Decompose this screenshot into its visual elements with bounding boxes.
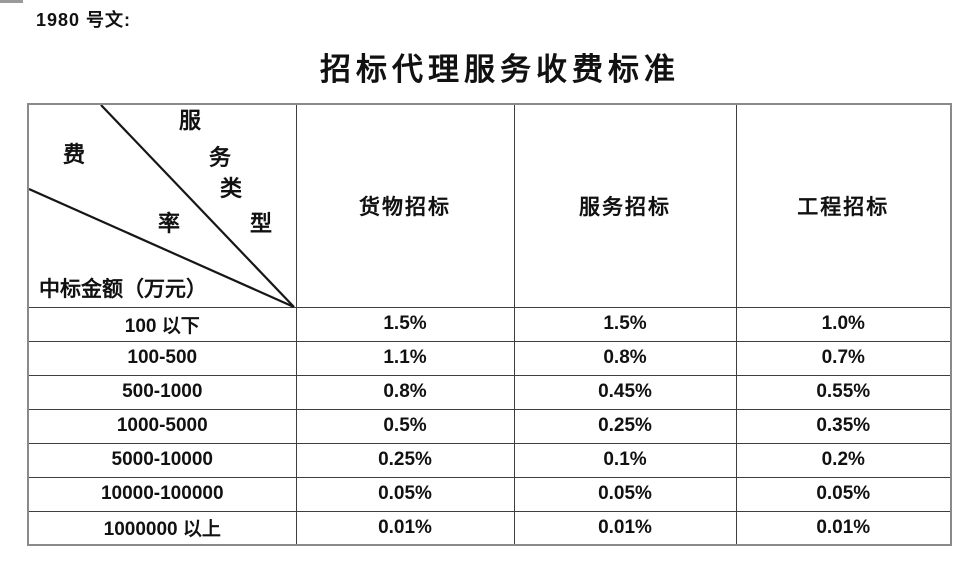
- fee-value: 0.25%: [513, 408, 737, 444]
- table-row: 500-1000 0.8% 0.45% 0.55%: [27, 374, 952, 410]
- fee-value: 0.7%: [735, 340, 952, 376]
- fee-value: 0.55%: [735, 374, 952, 410]
- fee-value: 1.1%: [295, 340, 515, 376]
- fee-value: 0.8%: [513, 340, 737, 376]
- fee-value: 0.8%: [295, 374, 515, 410]
- fee-value: 0.1%: [513, 442, 737, 478]
- row-range-label: 1000000 以上: [27, 510, 297, 546]
- fee-value: 0.01%: [735, 510, 952, 546]
- fee-standard-table: 服 务 类 型 费 率 中标金额（万元） 货物招标 服务招标 工程招标 100 …: [27, 103, 952, 546]
- fee-value: 0.25%: [295, 442, 515, 478]
- scan-artifact-line: [0, 0, 23, 3]
- column-header-project: 工程招标: [735, 103, 952, 308]
- table-row: 10000-100000 0.05% 0.05% 0.05%: [27, 476, 952, 512]
- row-range-label: 5000-10000: [27, 442, 297, 478]
- page-title: 招标代理服务收费标准: [320, 52, 680, 87]
- fee-value: 0.05%: [735, 476, 952, 512]
- table-row: 1000000 以上 0.01% 0.01% 0.01%: [27, 510, 952, 546]
- fee-rate-char-2: 率: [158, 211, 181, 236]
- table-row: 1000-5000 0.5% 0.25% 0.35%: [27, 408, 952, 444]
- doc-number-label: 1980 号文:: [36, 10, 132, 30]
- fee-value: 0.05%: [295, 476, 515, 512]
- fee-value: 1.5%: [295, 306, 515, 342]
- table-row: 5000-10000 0.25% 0.1% 0.2%: [27, 442, 952, 478]
- column-header-service: 服务招标: [513, 103, 737, 308]
- fee-value: 0.05%: [513, 476, 737, 512]
- row-range-label: 500-1000: [27, 374, 297, 410]
- corner-header-cell: 服 务 类 型 费 率 中标金额（万元）: [27, 103, 297, 308]
- fee-value: 0.01%: [295, 510, 515, 546]
- service-type-char-4: 型: [250, 211, 273, 236]
- service-type-char-2: 务: [209, 145, 232, 170]
- fee-value: 0.01%: [513, 510, 737, 546]
- table-row: 100 以下 1.5% 1.5% 1.0%: [27, 306, 952, 342]
- table-row: 100-500 1.1% 0.8% 0.7%: [27, 340, 952, 376]
- amount-axis-label: 中标金额（万元）: [39, 277, 207, 301]
- row-range-label: 10000-100000: [27, 476, 297, 512]
- corner-cell-content: 服 务 类 型 费 率 中标金额（万元）: [29, 105, 296, 308]
- fee-value: 0.35%: [735, 408, 952, 444]
- row-range-label: 100 以下: [27, 306, 297, 342]
- service-type-char-3: 类: [220, 176, 243, 201]
- fee-value: 0.45%: [513, 374, 737, 410]
- fee-rate-char-1: 费: [63, 142, 86, 167]
- fee-value: 1.5%: [513, 306, 737, 342]
- row-range-label: 1000-5000: [27, 408, 297, 444]
- row-range-label: 100-500: [27, 340, 297, 376]
- fee-value: 0.2%: [735, 442, 952, 478]
- column-header-goods: 货物招标: [295, 103, 515, 308]
- fee-value: 0.5%: [295, 408, 515, 444]
- header-row: 服 务 类 型 费 率 中标金额（万元） 货物招标 服务招标 工程招标: [27, 103, 952, 308]
- fee-value: 1.0%: [735, 306, 952, 342]
- diagonal-divider-lines: [29, 105, 295, 308]
- service-type-char-1: 服: [179, 108, 202, 133]
